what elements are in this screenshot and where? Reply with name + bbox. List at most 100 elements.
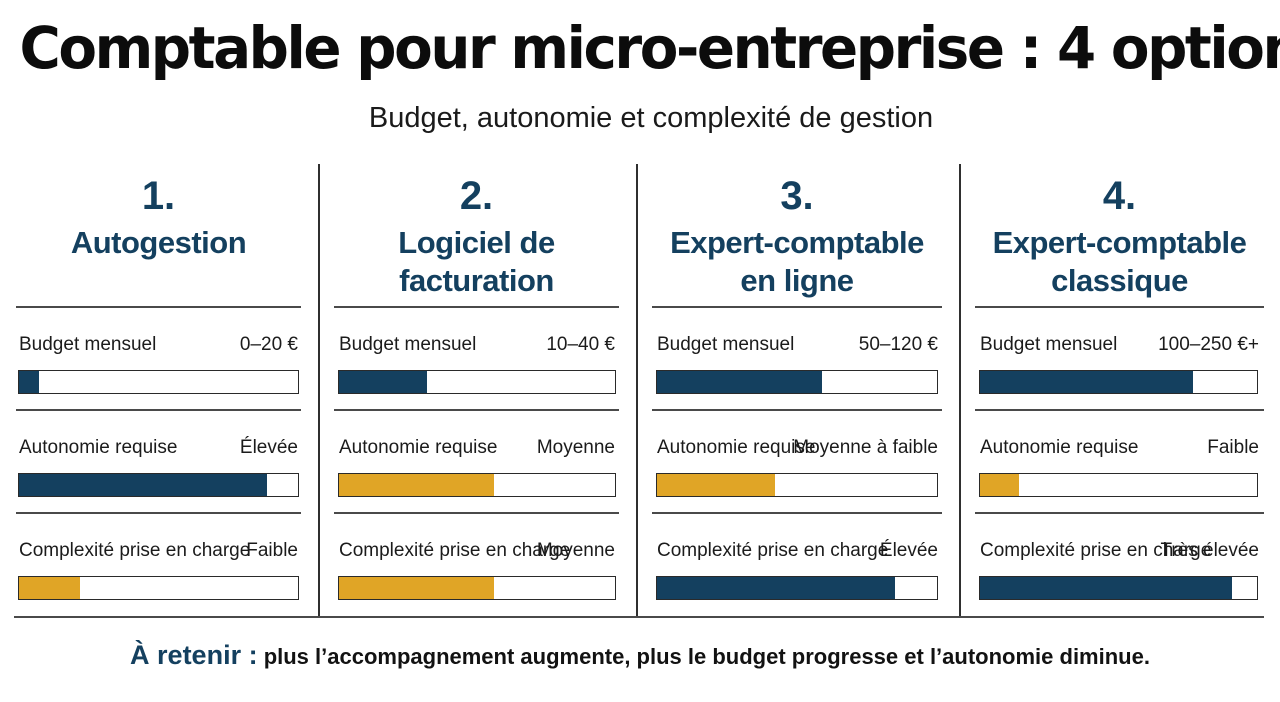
option-name-line2: classique bbox=[1051, 263, 1188, 298]
progress-fill bbox=[339, 577, 494, 599]
metric-value: 100–250 €+ bbox=[1158, 334, 1259, 355]
progress-fill bbox=[19, 474, 268, 496]
option-panel-3: 3. Expert-comptable en ligne Budget mens… bbox=[652, 164, 942, 618]
progress-bar bbox=[18, 576, 299, 600]
option-number: 3. bbox=[780, 174, 814, 218]
takeaway-text: plus l’accompagnement augmente, plus le … bbox=[257, 644, 1150, 669]
metric-label: Budget mensuel bbox=[657, 334, 795, 355]
progress-fill bbox=[19, 577, 81, 599]
metric-autonomy: Autonomie requise Faible bbox=[975, 423, 1264, 497]
metric-label: Complexité prise en charge bbox=[339, 540, 571, 561]
metric-autonomy: Autonomie requise Moyenne bbox=[334, 423, 619, 497]
divider bbox=[16, 512, 301, 514]
progress-fill bbox=[980, 371, 1194, 393]
progress-fill bbox=[657, 474, 775, 496]
divider bbox=[652, 409, 942, 411]
metric-complexity: Complexité prise en charge Faible bbox=[16, 526, 301, 600]
progress-bar bbox=[979, 473, 1258, 497]
metric-autonomy: Autonomie requise Élevée bbox=[16, 423, 301, 497]
metric-budget: Budget mensuel 50–120 € bbox=[652, 320, 942, 394]
metric-label: Autonomie requise bbox=[980, 437, 1139, 458]
divider bbox=[975, 306, 1264, 308]
key-takeaway: À retenir : plus l’accompagnement augmen… bbox=[0, 640, 1280, 671]
metric-budget: Budget mensuel 100–250 €+ bbox=[975, 320, 1264, 394]
progress-bar bbox=[338, 576, 616, 600]
page-title: Comptable pour micro-entreprise : 4 opti… bbox=[19, 14, 1280, 82]
metric-label: Budget mensuel bbox=[19, 334, 157, 355]
metric-complexity: Complexité prise en charge Moyenne bbox=[334, 526, 619, 600]
metric-value: Moyenne à faible bbox=[793, 437, 938, 458]
progress-fill bbox=[980, 577, 1233, 599]
metric-complexity: Complexité prise en charge Très élevée bbox=[975, 526, 1264, 600]
divider bbox=[16, 409, 301, 411]
metric-value: 50–120 € bbox=[858, 334, 938, 355]
progress-bar bbox=[338, 370, 616, 394]
takeaway-lead: À retenir : bbox=[130, 640, 258, 670]
metric-label: Autonomie requise bbox=[657, 437, 816, 458]
progress-fill bbox=[19, 371, 39, 393]
metric-value: Faible bbox=[246, 540, 298, 561]
metric-label: Complexité prise en charge bbox=[657, 540, 889, 561]
option-name-line2: en ligne bbox=[740, 263, 854, 298]
option-name: Expert-comptable bbox=[670, 225, 924, 260]
metric-value: 0–20 € bbox=[239, 334, 298, 355]
metric-complexity: Complexité prise en charge Élevée bbox=[652, 526, 942, 600]
metric-value: Élevée bbox=[239, 437, 298, 458]
progress-bar bbox=[979, 370, 1258, 394]
progress-fill bbox=[657, 371, 823, 393]
metric-label: Autonomie requise bbox=[19, 437, 178, 458]
divider bbox=[334, 409, 619, 411]
progress-bar bbox=[979, 576, 1258, 600]
metric-value: Faible bbox=[1207, 437, 1259, 458]
divider bbox=[334, 512, 619, 514]
column-divider bbox=[636, 164, 638, 618]
divider bbox=[652, 306, 942, 308]
page-subtitle: Budget, autonomie et complexité de gesti… bbox=[368, 102, 934, 134]
progress-bar bbox=[656, 473, 938, 497]
divider bbox=[334, 306, 619, 308]
option-name: Expert-comptable bbox=[992, 225, 1247, 260]
option-header: 4. Expert-comptable classique bbox=[975, 164, 1264, 300]
option-name-line2: facturation bbox=[399, 263, 554, 298]
option-name: Autogestion bbox=[70, 225, 247, 260]
divider bbox=[652, 512, 942, 514]
option-header: 2. Logiciel de facturation bbox=[334, 164, 619, 300]
progress-fill bbox=[657, 577, 895, 599]
metric-label: Budget mensuel bbox=[980, 334, 1118, 355]
divider bbox=[975, 512, 1264, 514]
progress-bar bbox=[338, 473, 616, 497]
option-panel-2: 2. Logiciel de facturation Budget mensue… bbox=[334, 164, 619, 618]
progress-bar bbox=[18, 370, 299, 394]
option-number: 1. bbox=[141, 174, 176, 218]
column-divider bbox=[959, 164, 961, 618]
metric-value: Moyenne bbox=[536, 437, 615, 458]
metric-label: Autonomie requise bbox=[339, 437, 498, 458]
metric-label: Budget mensuel bbox=[339, 334, 477, 355]
progress-fill bbox=[339, 474, 494, 496]
metric-value: 10–40 € bbox=[546, 334, 615, 355]
metric-value: Très élevée bbox=[1160, 540, 1259, 561]
progress-bar bbox=[656, 576, 938, 600]
metric-label: Complexité prise en charge bbox=[980, 540, 1212, 561]
progress-fill bbox=[339, 371, 428, 393]
metric-autonomy: Autonomie requise Moyenne à faible bbox=[652, 423, 942, 497]
footer-divider bbox=[14, 616, 1264, 618]
progress-bar bbox=[656, 370, 938, 394]
option-name: Logiciel de bbox=[398, 225, 555, 260]
column-divider bbox=[318, 164, 320, 618]
option-header: 3. Expert-comptable en ligne bbox=[652, 164, 942, 300]
option-number: 2. bbox=[459, 174, 494, 218]
progress-bar bbox=[18, 473, 299, 497]
metric-value: Moyenne bbox=[536, 540, 615, 561]
option-panel-4: 4. Expert-comptable classique Budget men… bbox=[975, 164, 1264, 618]
progress-fill bbox=[980, 474, 1019, 496]
metric-budget: Budget mensuel 10–40 € bbox=[334, 320, 619, 394]
option-header: 1. Autogestion bbox=[16, 164, 301, 262]
divider bbox=[16, 306, 301, 308]
metric-value: Élevée bbox=[879, 540, 938, 561]
metric-budget: Budget mensuel 0–20 € bbox=[16, 320, 301, 394]
option-number: 4. bbox=[1102, 174, 1137, 218]
divider bbox=[975, 409, 1264, 411]
metric-label: Complexité prise en charge bbox=[19, 540, 251, 561]
option-panel-1: 1. Autogestion Budget mensuel 0–20 € Aut… bbox=[16, 164, 301, 618]
